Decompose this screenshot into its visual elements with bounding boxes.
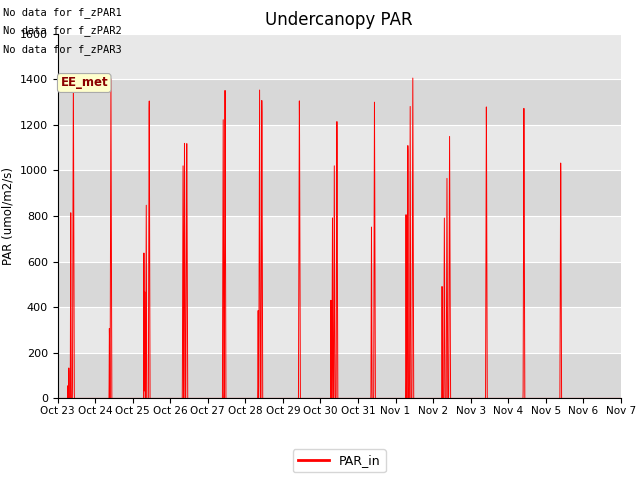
Text: No data for f_zPAR2: No data for f_zPAR2 (3, 25, 122, 36)
Bar (58, 125, 621, 170)
Text: No data for f_zPAR1: No data for f_zPAR1 (3, 7, 122, 18)
Text: No data for f_zPAR3: No data for f_zPAR3 (3, 44, 122, 55)
Bar (58, 353, 621, 398)
Bar (58, 216, 621, 262)
Bar (58, 262, 621, 307)
Bar (58, 34, 621, 79)
Y-axis label: PAR (umol/m2/s): PAR (umol/m2/s) (1, 167, 14, 265)
Text: EE_met: EE_met (60, 76, 108, 89)
Bar (58, 79, 621, 125)
Title: Undercanopy PAR: Undercanopy PAR (266, 11, 413, 29)
Bar (58, 307, 621, 353)
Bar (58, 170, 621, 216)
Legend: PAR_in: PAR_in (292, 449, 386, 472)
